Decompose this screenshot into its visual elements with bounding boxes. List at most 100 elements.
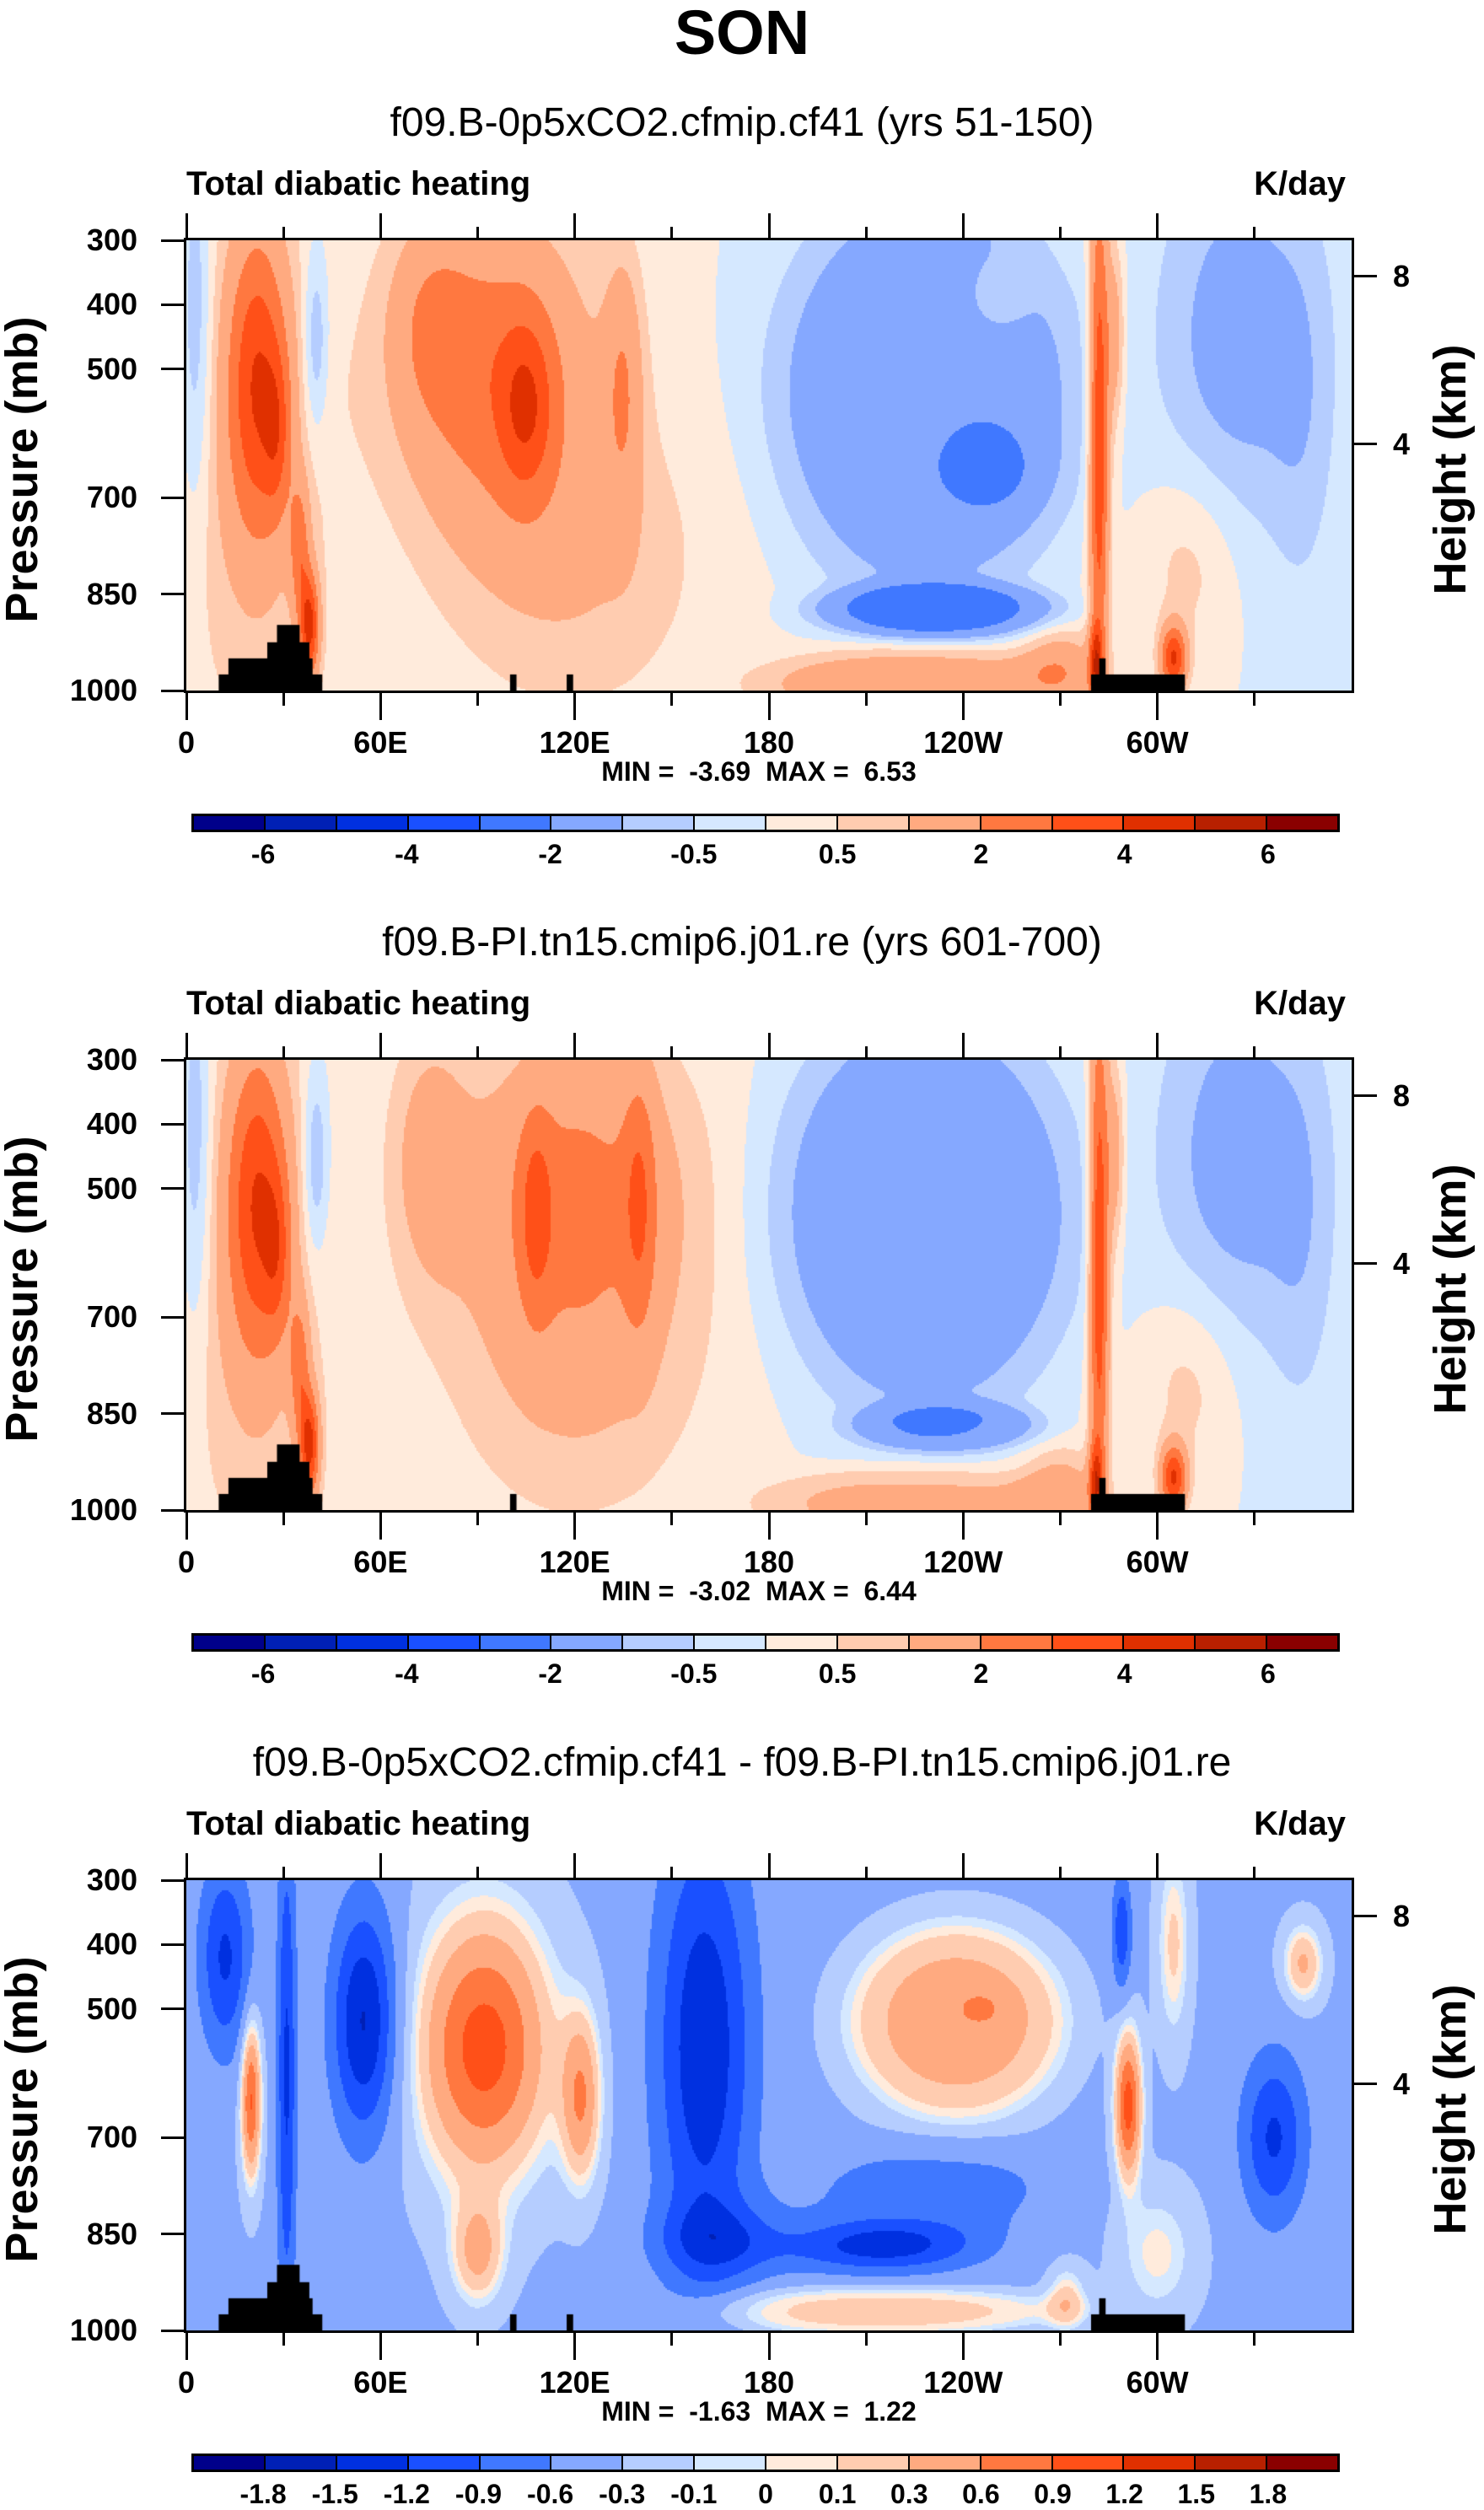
colorbar-label: -0.6 xyxy=(527,2479,574,2509)
colorbar-label: 6 xyxy=(1260,839,1276,869)
min-max-label: MIN = -3.02 MAX = 6.44 xyxy=(601,1576,917,1606)
chart-subtitle: f09.B-0p5xCO2.cfmip.cf41 - f09.B-PI.tn15… xyxy=(252,1740,1232,1785)
x-minor-tick-top xyxy=(1059,227,1062,240)
colorbar-label: -1.2 xyxy=(383,2479,430,2509)
height-tick-label: 4 xyxy=(1393,426,1411,461)
colorbar-box xyxy=(480,816,552,830)
colorbar-label: -6 xyxy=(250,1658,276,1689)
colorbar-box xyxy=(623,816,696,830)
x-tick-label: 60W xyxy=(1126,725,1189,760)
height-tick-label: 4 xyxy=(1393,1245,1411,1281)
x-minor-tick-top xyxy=(282,227,285,240)
y-tick-label: 850 xyxy=(86,576,137,611)
x-tick-label: 120W xyxy=(923,2365,1003,2400)
y-tick xyxy=(161,689,186,692)
x-major-tick-bottom xyxy=(185,691,188,720)
y-tick xyxy=(161,593,186,596)
x-minor-tick-top xyxy=(476,1867,479,1880)
colorbar-box xyxy=(1052,2456,1125,2470)
x-minor-tick-top xyxy=(670,227,674,240)
y-tick xyxy=(161,239,186,242)
x-minor-tick-bottom xyxy=(864,691,868,706)
x-minor-tick-bottom xyxy=(476,691,479,706)
y-axis-title-right: Height (km) xyxy=(1425,1984,1476,2235)
colorbar-box xyxy=(623,2456,696,2470)
y-tick-label: 1000 xyxy=(69,1492,137,1527)
height-tick xyxy=(1352,443,1377,446)
x-tick-label: 120W xyxy=(923,725,1003,760)
colorbar-box xyxy=(551,816,624,830)
colorbar-label: 4 xyxy=(1116,1658,1132,1689)
colorbar-label: -4 xyxy=(395,839,419,869)
y-tick-label: 500 xyxy=(86,351,137,386)
x-major-tick-top xyxy=(379,1853,382,1880)
x-tick-label: 60W xyxy=(1126,1545,1189,1579)
x-major-tick-top xyxy=(185,1033,188,1060)
height-tick xyxy=(1352,1262,1377,1266)
colorbar-box xyxy=(551,1636,624,1649)
chart-panel: f09.B-0p5xCO2.cfmip.cf41 - f09.B-PI.tn15… xyxy=(0,1640,1484,2509)
colorbar-box xyxy=(623,1636,696,1649)
height-tick xyxy=(1352,275,1377,278)
x-minor-tick-bottom xyxy=(476,2330,479,2346)
colorbar-box xyxy=(194,2456,266,2470)
colorbar-label: 6 xyxy=(1260,1658,1276,1689)
x-minor-tick-top xyxy=(1253,1046,1256,1060)
units-label: K/day xyxy=(1254,985,1346,1022)
colorbar-label: 1.2 xyxy=(1105,2479,1143,2509)
x-major-tick-bottom xyxy=(767,1510,771,1540)
x-major-tick-top xyxy=(1156,1033,1159,1060)
x-major-tick-top xyxy=(767,1033,771,1060)
x-major-tick-top xyxy=(185,213,188,240)
y-axis-title: Pressure (mb) xyxy=(0,1136,47,1443)
colorbar-box xyxy=(981,1636,1053,1649)
colorbar-box xyxy=(265,1636,337,1649)
colorbar-label: -2 xyxy=(538,839,562,869)
colorbar-box xyxy=(336,816,409,830)
y-tick xyxy=(161,1508,186,1512)
x-minor-tick-bottom xyxy=(670,2330,674,2346)
x-major-tick-bottom xyxy=(767,691,771,720)
variable-label: Total diabatic heating xyxy=(186,985,531,1022)
x-minor-tick-top xyxy=(864,1046,868,1060)
chart-panel: f09.B-PI.tn15.cmip6.j01.re (yrs 601-700)… xyxy=(0,820,1484,1689)
x-minor-tick-top xyxy=(476,1046,479,1060)
variable-label: Total diabatic heating xyxy=(186,1805,531,1842)
y-tick xyxy=(161,1058,186,1062)
x-major-tick-top xyxy=(1156,213,1159,240)
colorbar-box xyxy=(1267,2456,1337,2470)
y-tick xyxy=(161,496,186,499)
x-major-tick-top xyxy=(961,1853,965,1880)
x-minor-tick-bottom xyxy=(1059,691,1062,706)
x-major-tick-top xyxy=(379,213,382,240)
x-tick-label: 180 xyxy=(743,1545,795,1579)
y-tick xyxy=(161,1412,186,1416)
colorbar-label: -2 xyxy=(538,1658,562,1689)
y-tick xyxy=(161,2233,186,2236)
x-major-tick-top xyxy=(573,1033,577,1060)
units-label: K/day xyxy=(1254,1805,1346,1842)
y-tick-label: 400 xyxy=(86,1927,137,1962)
y-tick-label: 300 xyxy=(86,1042,137,1077)
y-tick-label: 500 xyxy=(86,1170,137,1206)
x-tick-label: 60E xyxy=(353,2365,408,2400)
y-tick xyxy=(161,1878,186,1882)
y-tick-label: 300 xyxy=(86,223,137,257)
colorbar-box xyxy=(336,2456,409,2470)
height-tick-label: 8 xyxy=(1393,1898,1411,1933)
colorbar-label: -1.8 xyxy=(239,2479,287,2509)
y-tick xyxy=(161,1315,186,1319)
x-major-tick-top xyxy=(961,213,965,240)
x-major-tick-bottom xyxy=(961,2330,965,2360)
x-minor-tick-top xyxy=(282,1867,285,1880)
x-minor-tick-top xyxy=(282,1046,285,1060)
y-tick xyxy=(161,1187,186,1191)
y-tick xyxy=(161,2329,186,2332)
x-major-tick-bottom xyxy=(767,2330,771,2360)
y-tick-label: 1000 xyxy=(69,673,137,707)
colorbar-label: -0.5 xyxy=(670,839,718,869)
y-tick-label: 400 xyxy=(86,287,137,322)
x-tick-label: 60W xyxy=(1126,2365,1189,2400)
colorbar-box xyxy=(766,1636,838,1649)
colorbar-box xyxy=(480,2456,552,2470)
